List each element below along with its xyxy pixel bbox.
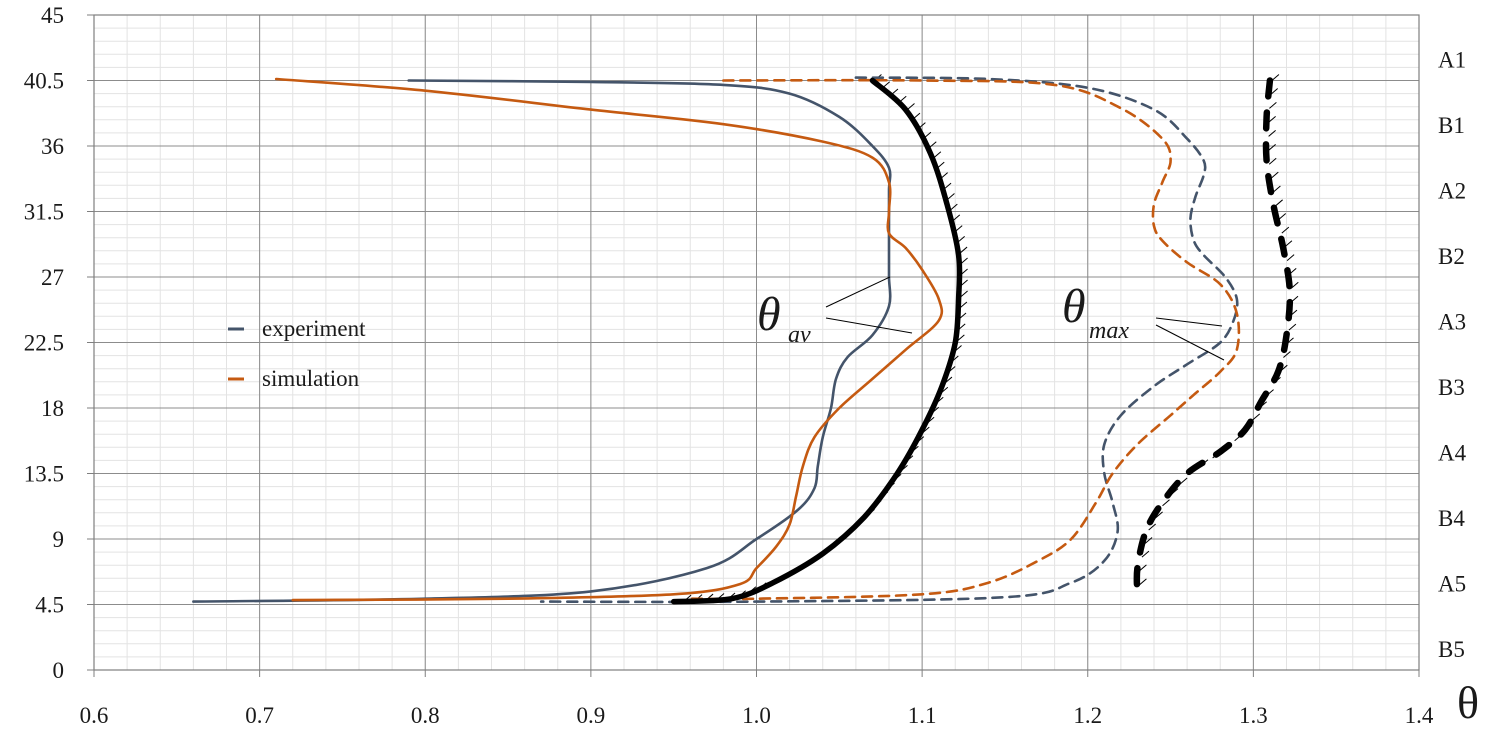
hatch-mark bbox=[1288, 323, 1297, 331]
series-line-1 bbox=[274, 77, 944, 602]
theta-max-leader-1 bbox=[1155, 317, 1223, 327]
x-tick-label: 1.2 bbox=[1073, 703, 1102, 728]
row-label: A3 bbox=[1438, 310, 1466, 335]
hatch-mark bbox=[1141, 550, 1150, 558]
y-tick-label: 18 bbox=[41, 396, 64, 421]
hatch-mark bbox=[1281, 226, 1290, 234]
hatch-mark bbox=[1139, 564, 1147, 572]
hatch-mark bbox=[960, 290, 968, 298]
hatch-mark bbox=[1275, 199, 1283, 207]
hatch-mark bbox=[1271, 74, 1280, 81]
hatch-mark bbox=[1268, 157, 1277, 165]
x-tick-label: 1.1 bbox=[908, 703, 937, 728]
theta-av-leader-2 bbox=[825, 317, 913, 334]
x-tick-label: 0.7 bbox=[245, 703, 274, 728]
hatch-mark bbox=[959, 246, 968, 254]
hatch-mark bbox=[1252, 413, 1261, 421]
hatch-mark bbox=[1273, 185, 1281, 193]
y-tick-label: 40.5 bbox=[24, 69, 64, 94]
y-tick-label: 0 bbox=[53, 658, 65, 683]
hatch-mark bbox=[1283, 351, 1291, 358]
x-tick-label: 0.8 bbox=[411, 703, 440, 728]
theta-max-symbol: θ bbox=[1062, 280, 1086, 333]
series-line-5 bbox=[1133, 77, 1294, 598]
row-label: B3 bbox=[1438, 375, 1465, 400]
hatch-mark bbox=[1144, 537, 1153, 544]
theta-av-leader-1 bbox=[825, 276, 891, 308]
hatch-mark bbox=[1268, 143, 1276, 151]
hatch-mark bbox=[949, 203, 958, 211]
row-label: A1 bbox=[1438, 48, 1466, 73]
row-label: B1 bbox=[1438, 113, 1465, 138]
y-tick-label: 4.5 bbox=[35, 593, 64, 618]
x-tick-label: 1.4 bbox=[1405, 703, 1434, 728]
x-tick-label: 1.3 bbox=[1239, 703, 1268, 728]
x-tick-labels: 0.6 0.7 0.8 0.9 1.0 1.1 1.2 1.3 1.4 bbox=[80, 703, 1434, 728]
y-tick-label: 13.5 bbox=[24, 462, 64, 487]
legend-label-experiment: experiment bbox=[262, 316, 366, 341]
hatch-mark bbox=[1278, 213, 1287, 220]
y-tick-label: 36 bbox=[41, 134, 64, 159]
x-axis-title: θ bbox=[1457, 677, 1479, 728]
hatch-mark bbox=[1270, 171, 1279, 179]
y-tick-label: 45 bbox=[41, 3, 64, 28]
x-tick-label: 1.0 bbox=[742, 703, 771, 728]
theta-max-subscript: max bbox=[1089, 318, 1129, 344]
series-layer bbox=[192, 76, 1294, 605]
hatch-mark bbox=[933, 151, 942, 159]
theta-av-subscript: av bbox=[788, 322, 811, 348]
hatch-mark bbox=[1179, 477, 1188, 485]
series-line-4 bbox=[670, 77, 963, 605]
series-line-2 bbox=[539, 76, 1239, 604]
series-line-0 bbox=[192, 79, 892, 603]
y-tick-label: 27 bbox=[41, 265, 64, 290]
row-label: B5 bbox=[1438, 637, 1465, 662]
hatch-mark bbox=[1139, 578, 1147, 586]
annotation-theta-max: θ max bbox=[1062, 280, 1225, 361]
y-tick-labels: 0 4.5 9 13.5 18 22.5 27 31.5 36 40.5 45 bbox=[24, 3, 64, 683]
hatch-mark bbox=[1148, 523, 1156, 531]
y-tick-label: 9 bbox=[53, 527, 65, 552]
hatch-mark bbox=[1268, 129, 1276, 137]
hatch-mark bbox=[1284, 240, 1293, 248]
row-labels: A1 B1 A2 B2 A3 B3 A4 B4 A5 B5 bbox=[1438, 48, 1467, 663]
hatch-mark bbox=[1286, 254, 1295, 261]
series-line-3 bbox=[689, 78, 1241, 601]
legend: experiment simulation bbox=[228, 316, 366, 391]
theta-av-symbol: θ bbox=[757, 288, 781, 341]
row-label: A5 bbox=[1438, 572, 1466, 597]
hatch-mark bbox=[907, 103, 915, 110]
hatch-mark bbox=[1270, 88, 1278, 95]
plot-frame bbox=[93, 14, 1420, 671]
theta-max-leader-2 bbox=[1155, 324, 1225, 361]
x-tick-label: 0.6 bbox=[80, 703, 109, 728]
hatch-mark bbox=[957, 334, 965, 342]
row-label: A4 bbox=[1438, 441, 1467, 466]
hatch-mark bbox=[1155, 511, 1163, 519]
row-label: A2 bbox=[1438, 179, 1466, 204]
hatch-mark bbox=[1269, 102, 1277, 109]
legend-label-simulation: simulation bbox=[262, 366, 360, 391]
hatch-mark bbox=[1162, 499, 1170, 507]
hatch-mark bbox=[1268, 115, 1276, 123]
annotation-theta-av: θ av bbox=[757, 276, 913, 348]
hatch-mark bbox=[947, 193, 955, 200]
major-gridlines bbox=[87, 14, 1420, 677]
x-tick-label: 0.9 bbox=[577, 703, 606, 728]
y-tick-label: 22.5 bbox=[24, 331, 64, 356]
row-label: B4 bbox=[1438, 506, 1465, 531]
y-tick-label: 31.5 bbox=[24, 200, 64, 225]
row-label: B2 bbox=[1438, 244, 1465, 269]
